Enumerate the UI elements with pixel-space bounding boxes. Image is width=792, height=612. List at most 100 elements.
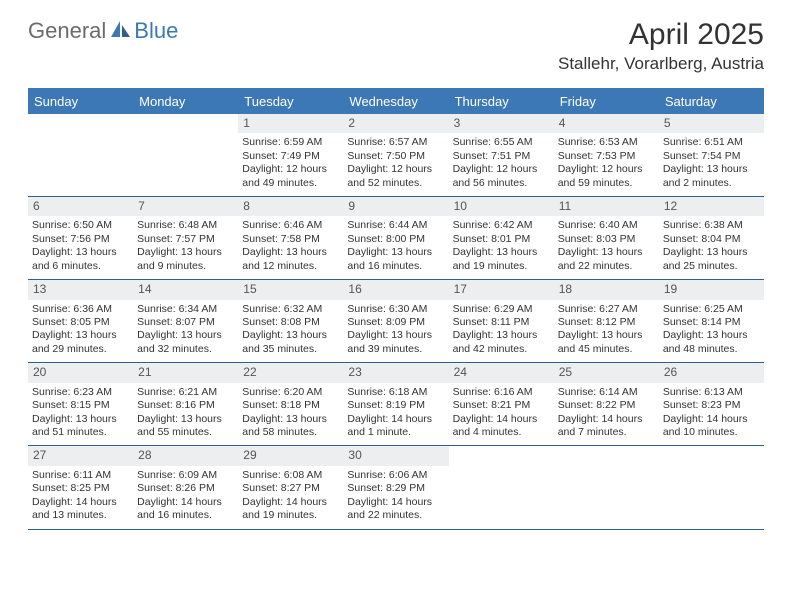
calendar-day-cell: 23Sunrise: 6:18 AMSunset: 8:19 PMDayligh… xyxy=(343,363,448,445)
calendar-day-cell: 6Sunrise: 6:50 AMSunset: 7:56 PMDaylight… xyxy=(28,197,133,279)
daylight-text: Daylight: 13 hours and 35 minutes. xyxy=(242,329,339,356)
calendar-day-cell: 14Sunrise: 6:34 AMSunset: 8:07 PMDayligh… xyxy=(133,280,238,362)
sunset-text: Sunset: 7:49 PM xyxy=(242,150,339,163)
sunset-text: Sunset: 8:11 PM xyxy=(453,316,550,329)
day-number: 3 xyxy=(449,114,554,133)
day-number: 28 xyxy=(133,446,238,465)
day-number: 26 xyxy=(659,363,764,382)
sunrise-text: Sunrise: 6:38 AM xyxy=(663,219,760,232)
weekday-header: Sunday xyxy=(28,90,133,114)
sunset-text: Sunset: 8:05 PM xyxy=(32,316,129,329)
brand-part2: Blue xyxy=(134,18,178,44)
weekday-header: Saturday xyxy=(659,90,764,114)
calendar-day-cell: 26Sunrise: 6:13 AMSunset: 8:23 PMDayligh… xyxy=(659,363,764,445)
daylight-text: Daylight: 13 hours and 12 minutes. xyxy=(242,246,339,273)
sunrise-text: Sunrise: 6:29 AM xyxy=(453,303,550,316)
day-number: 24 xyxy=(449,363,554,382)
daylight-text: Daylight: 14 hours and 4 minutes. xyxy=(453,413,550,440)
sunset-text: Sunset: 7:57 PM xyxy=(137,233,234,246)
calendar-day-cell: 11Sunrise: 6:40 AMSunset: 8:03 PMDayligh… xyxy=(554,197,659,279)
sunrise-text: Sunrise: 6:09 AM xyxy=(137,469,234,482)
sunrise-text: Sunrise: 6:27 AM xyxy=(558,303,655,316)
calendar-week-row: 20Sunrise: 6:23 AMSunset: 8:15 PMDayligh… xyxy=(28,363,764,446)
daylight-text: Daylight: 13 hours and 2 minutes. xyxy=(663,163,760,190)
sunset-text: Sunset: 8:04 PM xyxy=(663,233,760,246)
sunset-text: Sunset: 7:53 PM xyxy=(558,150,655,163)
title-block: April 2025 Stallehr, Vorarlberg, Austria xyxy=(558,18,764,74)
daylight-text: Daylight: 13 hours and 51 minutes. xyxy=(32,413,129,440)
calendar-day-cell: 5 Sunrise: 6:51 AMSunset: 7:54 PMDaylight… xyxy=(659,114,764,196)
day-number: 2 xyxy=(343,114,448,133)
sunrise-text: Sunrise: 6:55 AM xyxy=(453,136,550,149)
sunset-text: Sunset: 8:14 PM xyxy=(663,316,760,329)
calendar-day-cell: 24Sunrise: 6:16 AMSunset: 8:21 PMDayligh… xyxy=(449,363,554,445)
daylight-text: Daylight: 13 hours and 22 minutes. xyxy=(558,246,655,273)
calendar-day-cell: 7Sunrise: 6:48 AMSunset: 7:57 PMDaylight… xyxy=(133,197,238,279)
sunrise-text: Sunrise: 6:06 AM xyxy=(347,469,444,482)
day-number: 4 xyxy=(554,114,659,133)
calendar-day-cell: 4Sunrise: 6:53 AMSunset: 7:53 PMDaylight… xyxy=(554,114,659,196)
sunset-text: Sunset: 8:03 PM xyxy=(558,233,655,246)
daylight-text: Daylight: 12 hours and 56 minutes. xyxy=(453,163,550,190)
calendar-day-cell: 15 Sunrise: 6:32 AMSunset: 8:08 PMDayligh… xyxy=(238,280,343,362)
daylight-text: Daylight: 13 hours and 55 minutes. xyxy=(137,413,234,440)
day-number: 21 xyxy=(133,363,238,382)
calendar-day-cell xyxy=(659,446,764,528)
sunrise-text: Sunrise: 6:30 AM xyxy=(347,303,444,316)
calendar-day-cell: 3Sunrise: 6:55 AMSunset: 7:51 PMDaylight… xyxy=(449,114,554,196)
sunrise-text: Sunrise: 6:51 AM xyxy=(663,136,760,149)
sunrise-text: Sunrise: 6:14 AM xyxy=(558,386,655,399)
sunrise-text: Sunrise: 6:32 AM xyxy=(242,303,339,316)
sunset-text: Sunset: 8:29 PM xyxy=(347,482,444,495)
sunset-text: Sunset: 8:08 PM xyxy=(242,316,339,329)
day-number: 7 xyxy=(133,197,238,216)
sunset-text: Sunset: 8:00 PM xyxy=(347,233,444,246)
sunrise-text: Sunrise: 6:11 AM xyxy=(32,469,129,482)
sunrise-text: Sunrise: 6:23 AM xyxy=(32,386,129,399)
logo-sail-icon xyxy=(110,19,132,44)
calendar-day-cell: 27Sunrise: 6:11 AMSunset: 8:25 PMDayligh… xyxy=(28,446,133,528)
sunrise-text: Sunrise: 6:50 AM xyxy=(32,219,129,232)
sunrise-text: Sunrise: 6:20 AM xyxy=(242,386,339,399)
sunset-text: Sunset: 7:54 PM xyxy=(663,150,760,163)
calendar-grid: Sunday Monday Tuesday Wednesday Thursday… xyxy=(28,88,764,530)
sunrise-text: Sunrise: 6:40 AM xyxy=(558,219,655,232)
calendar-day-cell xyxy=(554,446,659,528)
calendar-week-row: 6Sunrise: 6:50 AMSunset: 7:56 PMDaylight… xyxy=(28,197,764,280)
sunrise-text: Sunrise: 6:42 AM xyxy=(453,219,550,232)
sunrise-text: Sunrise: 6:44 AM xyxy=(347,219,444,232)
weekday-header: Monday xyxy=(133,90,238,114)
daylight-text: Daylight: 13 hours and 48 minutes. xyxy=(663,329,760,356)
daylight-text: Daylight: 14 hours and 22 minutes. xyxy=(347,496,444,523)
sunrise-text: Sunrise: 6:18 AM xyxy=(347,386,444,399)
calendar-week-row: 1Sunrise: 6:59 AMSunset: 7:49 PMDaylight… xyxy=(28,114,764,197)
daylight-text: Daylight: 12 hours and 49 minutes. xyxy=(242,163,339,190)
daylight-text: Daylight: 12 hours and 59 minutes. xyxy=(558,163,655,190)
daylight-text: Daylight: 13 hours and 39 minutes. xyxy=(347,329,444,356)
location-subtitle: Stallehr, Vorarlberg, Austria xyxy=(558,54,764,74)
day-number: 16 xyxy=(343,280,448,299)
calendar-day-cell: 8Sunrise: 6:46 AMSunset: 7:58 PMDaylight… xyxy=(238,197,343,279)
day-number: 15 xyxy=(238,280,343,299)
daylight-text: Daylight: 14 hours and 16 minutes. xyxy=(137,496,234,523)
day-number: 20 xyxy=(28,363,133,382)
sunrise-text: Sunrise: 6:08 AM xyxy=(242,469,339,482)
sunset-text: Sunset: 8:26 PM xyxy=(137,482,234,495)
sunset-text: Sunset: 7:50 PM xyxy=(347,150,444,163)
sunrise-text: Sunrise: 6:36 AM xyxy=(32,303,129,316)
weekday-header: Wednesday xyxy=(343,90,448,114)
calendar-day-cell: 13Sunrise: 6:36 AMSunset: 8:05 PMDayligh… xyxy=(28,280,133,362)
daylight-text: Daylight: 14 hours and 1 minute. xyxy=(347,413,444,440)
calendar-day-cell: 16Sunrise: 6:30 AMSunset: 8:09 PMDayligh… xyxy=(343,280,448,362)
day-number: 10 xyxy=(449,197,554,216)
day-number: 8 xyxy=(238,197,343,216)
day-number: 30 xyxy=(343,446,448,465)
sunset-text: Sunset: 8:07 PM xyxy=(137,316,234,329)
daylight-text: Daylight: 13 hours and 29 minutes. xyxy=(32,329,129,356)
day-number: 5 xyxy=(659,114,764,133)
calendar-day-cell: 22Sunrise: 6:20 AMSunset: 8:18 PMDayligh… xyxy=(238,363,343,445)
calendar-day-cell: 25Sunrise: 6:14 AMSunset: 8:22 PMDayligh… xyxy=(554,363,659,445)
calendar-week-row: 13Sunrise: 6:36 AMSunset: 8:05 PMDayligh… xyxy=(28,280,764,363)
calendar-day-cell: 21Sunrise: 6:21 AMSunset: 8:16 PMDayligh… xyxy=(133,363,238,445)
daylight-text: Daylight: 13 hours and 45 minutes. xyxy=(558,329,655,356)
